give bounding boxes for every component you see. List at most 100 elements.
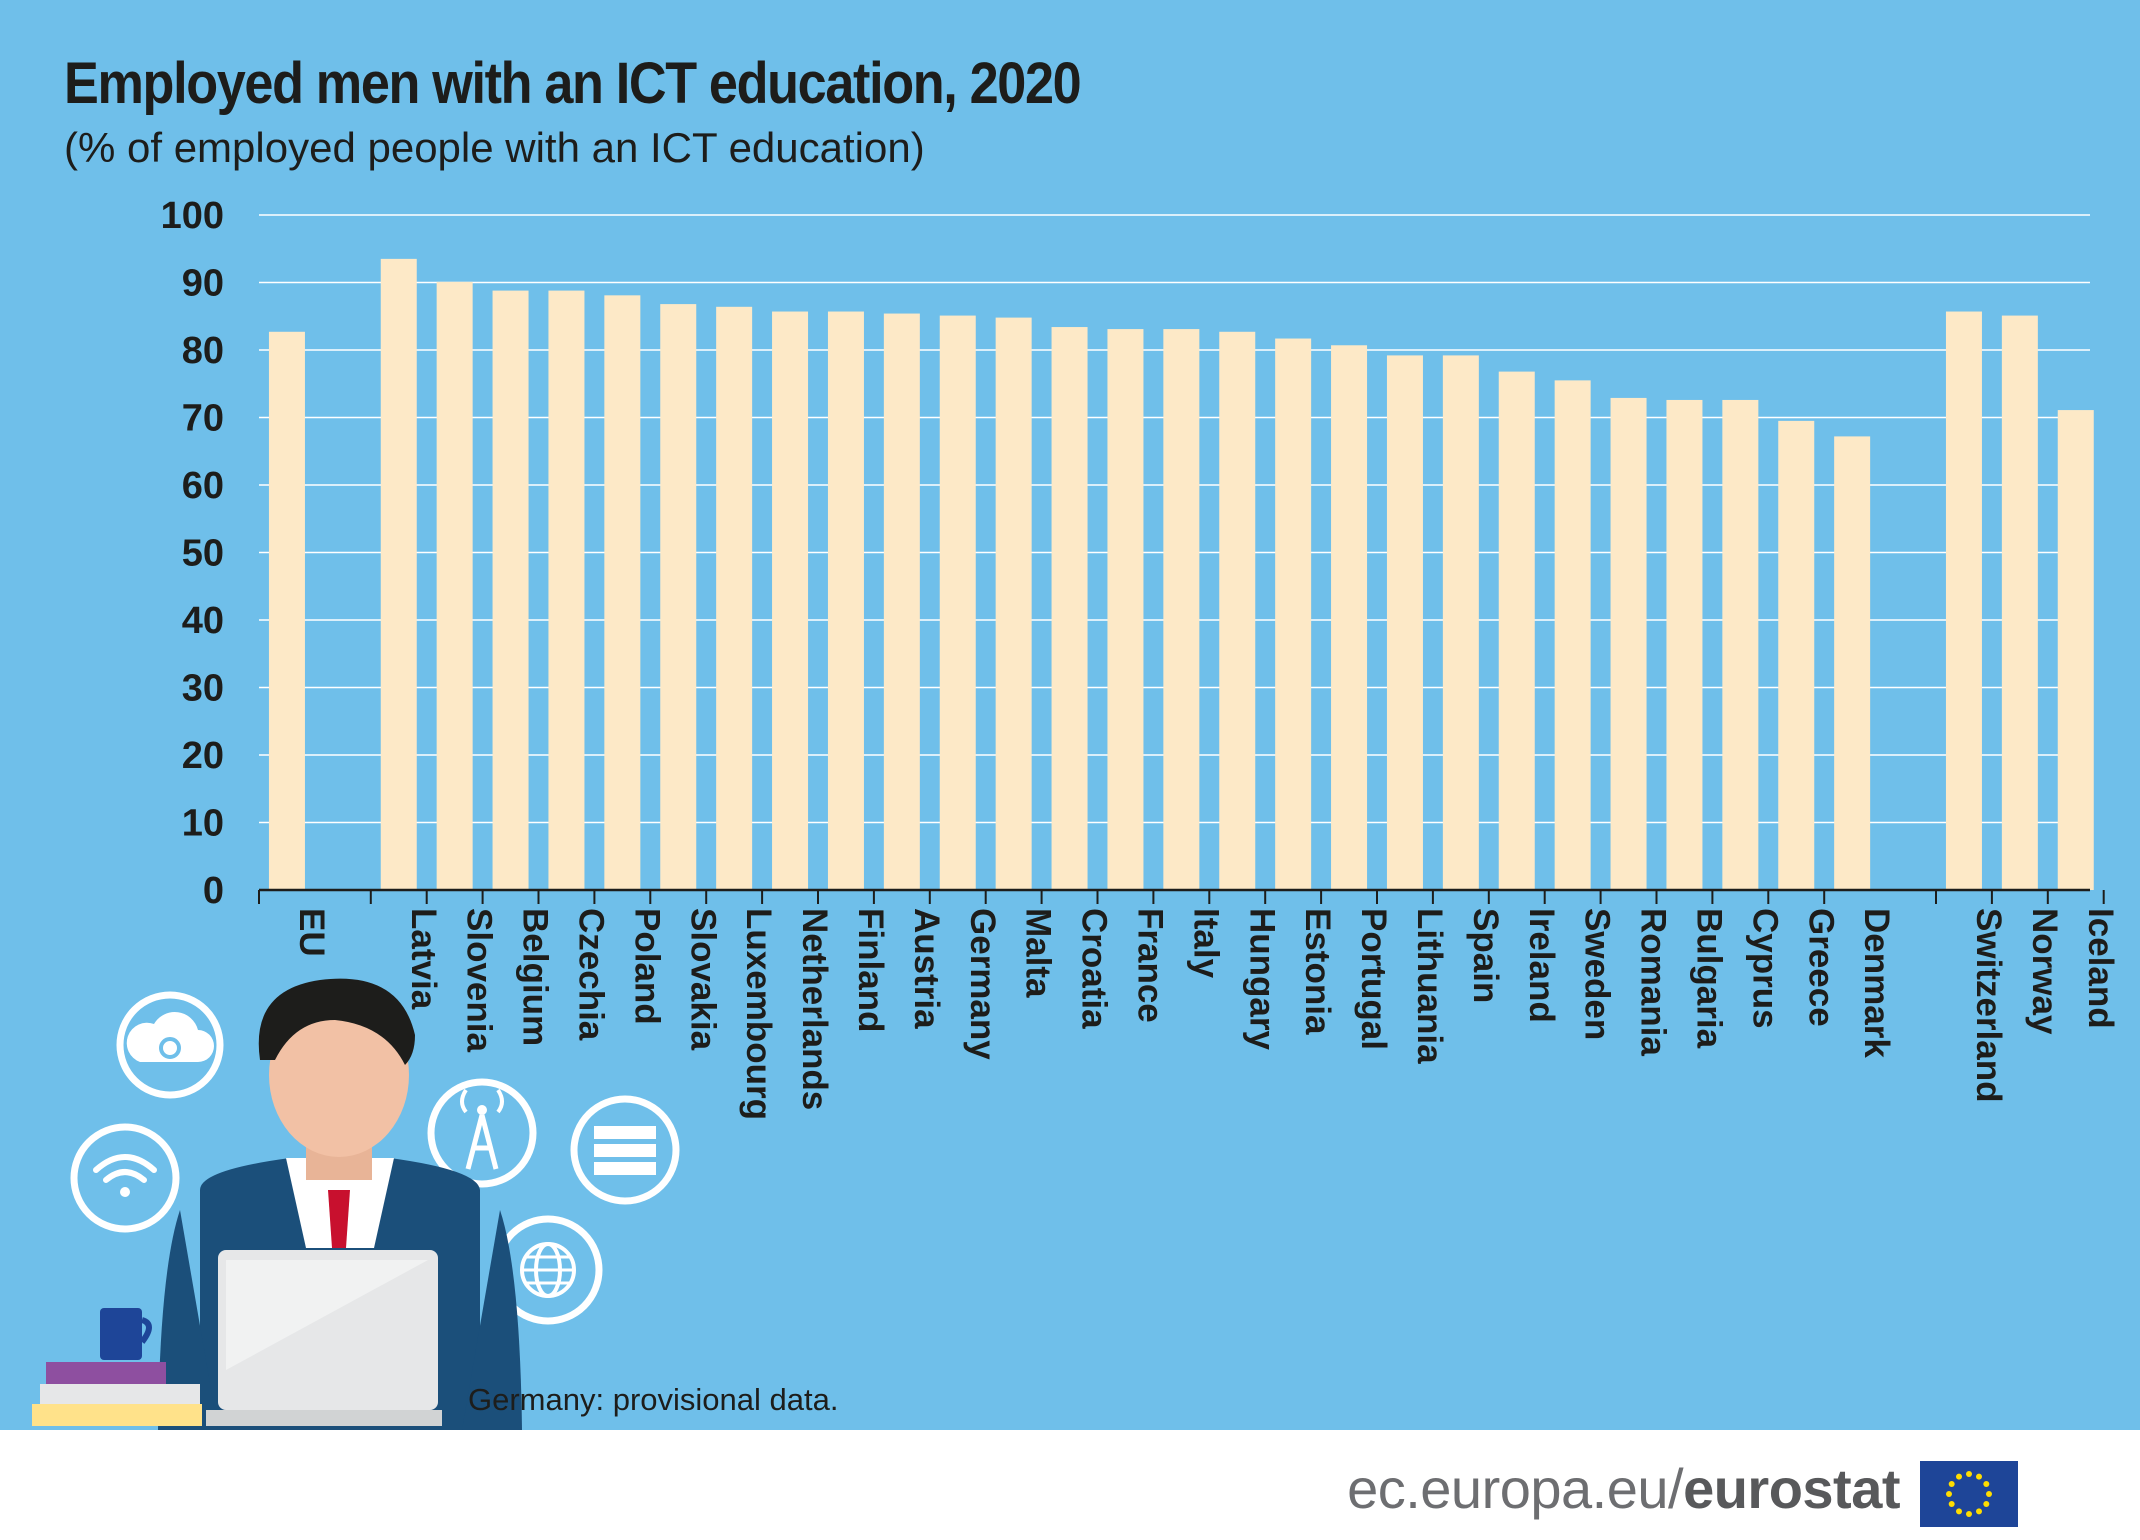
footer-brand: ec.europa.eu/eurostat [1347, 1456, 1900, 1521]
x-tick-label: Cyprus [1745, 908, 1784, 1029]
flag-star-icon [1948, 1481, 1955, 1487]
axes [258, 888, 2105, 904]
flag-star-icon [1966, 1511, 1972, 1517]
x-tick-label: Belgium [516, 908, 555, 1046]
x-tick-label: Romania [1634, 908, 1673, 1056]
bar-iceland [2057, 410, 2094, 890]
bar-slovenia [436, 281, 473, 890]
bar-croatia [1051, 327, 1088, 890]
eu-mug-icon [100, 1308, 142, 1360]
bar-austria [883, 313, 920, 890]
chart-subtitle: (% of employed people with an ICT educat… [64, 124, 925, 171]
x-tick-label: Denmark [1857, 908, 1896, 1058]
x-tick-label: Switzerland [1969, 908, 2008, 1102]
bar-chart: 0 10 20 30 40 50 60 70 80 90 100 EU Latvia Slovenia B… [161, 195, 2120, 1120]
y-tick-label: 10 [182, 803, 224, 845]
x-tick-label: Hungary [1242, 908, 1281, 1051]
flag-star-icon [1956, 1473, 1962, 1480]
footer-domain: ec.europa.eu/ [1347, 1457, 1684, 1520]
footnote: Germany: provisional data. [468, 1382, 839, 1417]
flag-star-icon [1948, 1501, 1955, 1507]
x-tick-labels: EU Latvia Slovenia Belgium Czechia Poland Slov… [292, 908, 2120, 1120]
bar-greece [1778, 420, 1815, 890]
x-tick-label: Sweden [1578, 908, 1617, 1040]
bar-latvia [380, 258, 417, 890]
x-tick-label: Greece [1801, 908, 1840, 1027]
antenna-tower-icon [427, 1078, 537, 1188]
x-tick-label: Luxembourg [739, 908, 778, 1120]
x-tick-label: Germany [963, 908, 1002, 1060]
bar-france [1107, 329, 1144, 890]
y-tick-label: 20 [182, 735, 224, 777]
y-tick-label: 90 [182, 263, 224, 305]
x-tick-label: Norway [2025, 908, 2064, 1035]
bar-switzerland [1945, 311, 1982, 890]
x-tick-label: Iceland [2081, 908, 2120, 1029]
y-tick-label: 60 [182, 465, 224, 507]
bar-ireland [1498, 371, 1535, 891]
bar-luxembourg [716, 306, 753, 890]
y-tick-label: 70 [182, 398, 224, 440]
x-tick-label: Slovenia [460, 908, 499, 1052]
bar-spain [1442, 355, 1479, 890]
x-tick-label: France [1130, 908, 1169, 1023]
bar-norway [2001, 315, 2038, 890]
flag-star-icon [1986, 1491, 1992, 1497]
x-tick-label: Spain [1466, 908, 1505, 1003]
x-tick-label: Czechia [571, 908, 610, 1041]
bar-belgium [492, 290, 529, 891]
x-tick-label: Slovakia [683, 908, 722, 1051]
bar-eu [268, 331, 305, 890]
flag-star-icon [1956, 1508, 1962, 1515]
ict-worker-illustration [32, 978, 680, 1430]
bar-netherlands [772, 311, 809, 890]
bar-lithuania [1386, 355, 1423, 890]
eu-flag-icon [1920, 1461, 2018, 1527]
flag-star-icon [1976, 1473, 1982, 1480]
x-tick-label: Bulgaria [1689, 908, 1728, 1049]
x-tick-label: Portugal [1354, 908, 1393, 1050]
x-tick-label: Italy [1186, 908, 1225, 979]
x-tick-label: Finland [851, 908, 890, 1032]
bar-malta [995, 317, 1032, 891]
wifi-icon [70, 1123, 180, 1233]
bar-germany [939, 315, 976, 890]
bar-denmark [1834, 436, 1871, 890]
laptop [206, 1250, 442, 1426]
flag-stars [1946, 1471, 1992, 1517]
bar-portugal [1331, 345, 1368, 890]
y-tick-label: 80 [182, 330, 224, 372]
x-tick-label: Ireland [1522, 908, 1561, 1023]
y-tick-label: 50 [182, 533, 224, 575]
bar-czechia [548, 290, 585, 891]
x-tick-label: Netherlands [795, 908, 834, 1110]
flag-star-icon [1983, 1481, 1990, 1487]
x-tick-label: Estonia [1298, 908, 1337, 1035]
bar-italy [1163, 329, 1200, 890]
flag-star-icon [1966, 1471, 1972, 1477]
bar-poland [604, 295, 641, 890]
bar-slovakia [660, 304, 697, 891]
books-and-mug [32, 1308, 202, 1426]
y-tick-label: 0 [203, 870, 224, 912]
bar-sweden [1554, 380, 1591, 890]
flag-star-icon [1946, 1491, 1952, 1497]
bar-hungary [1219, 331, 1256, 890]
bar-estonia [1275, 338, 1312, 890]
x-tick-label: Poland [627, 908, 666, 1025]
bar-bulgaria [1666, 399, 1703, 890]
y-tick-label: 40 [182, 600, 224, 642]
x-tick-label: Lithuania [1410, 908, 1449, 1064]
server-icon [570, 1095, 680, 1205]
bars [268, 258, 2094, 891]
flag-star-icon [1983, 1501, 1990, 1507]
y-tick-label: 100 [161, 195, 224, 237]
bar-finland [827, 311, 864, 890]
bar-cyprus [1722, 399, 1759, 890]
flag-star-icon [1976, 1508, 1982, 1515]
cloud-sync-icon [116, 991, 224, 1099]
x-tick-label: EU [292, 908, 331, 957]
x-tick-label: Austria [907, 908, 946, 1029]
footer-brand-name: eurostat [1683, 1457, 1900, 1520]
